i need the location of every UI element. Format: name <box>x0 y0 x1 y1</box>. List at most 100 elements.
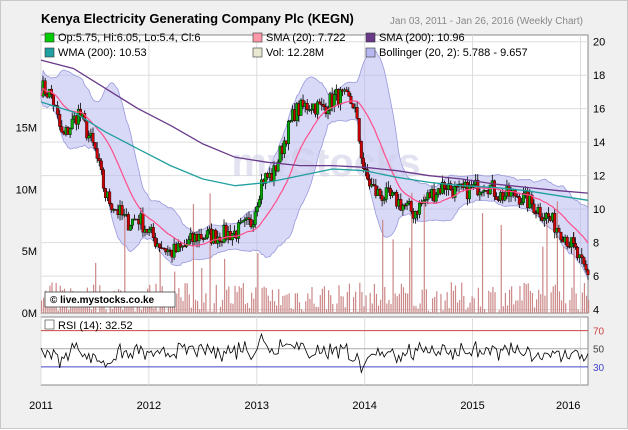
candle-body <box>379 189 382 195</box>
volume-bar <box>282 296 283 313</box>
candle-body <box>44 81 47 94</box>
volume-bar <box>293 309 294 313</box>
volume-bar <box>191 308 192 313</box>
volume-bar <box>469 303 470 313</box>
volume-bar <box>193 204 194 313</box>
volume-bar <box>453 291 454 313</box>
price-tick-label: 8 <box>593 238 599 250</box>
volume-bar <box>264 287 265 313</box>
volume-bar <box>178 288 179 313</box>
volume-bar <box>409 248 410 313</box>
legend-swatch <box>45 33 54 42</box>
volume-bar <box>280 305 281 313</box>
candle-body <box>495 197 498 200</box>
volume-bar <box>517 300 518 313</box>
candle-body <box>358 118 361 141</box>
candle-body <box>200 234 203 238</box>
volume-bar <box>222 300 223 313</box>
legend-text: Vol: 12.28M <box>266 47 324 59</box>
candle-body <box>148 229 151 232</box>
price-tick-label: 14 <box>593 137 605 149</box>
candle-body <box>88 136 91 138</box>
volume-bar <box>332 304 333 313</box>
volume-bar <box>176 294 177 313</box>
volume-bar <box>261 288 262 313</box>
volume-bar <box>351 312 352 313</box>
price-tick-label: 10 <box>593 204 605 216</box>
volume-bar <box>420 304 421 313</box>
volume-bar <box>241 288 242 313</box>
volume-bar <box>322 289 323 313</box>
legend-item: Op:5.75, Hi:6.05, Lo:5.4, Cl:6 <box>45 32 200 44</box>
volume-bar <box>212 312 213 313</box>
volume-bar <box>526 284 527 313</box>
volume-bar <box>386 304 387 313</box>
volume-bar <box>578 309 579 313</box>
volume-bar <box>538 290 539 313</box>
volume-bar <box>586 296 587 313</box>
volume-bar <box>368 312 369 313</box>
volume-bar <box>571 288 572 313</box>
volume-bar <box>444 300 445 313</box>
volume-bar <box>417 309 418 313</box>
volume-bar <box>501 225 502 313</box>
candle-body <box>60 127 63 133</box>
volume-tick-label: 0M <box>22 308 37 320</box>
candle-body <box>129 225 132 230</box>
candle-body <box>385 188 388 200</box>
volume-tick-label: 5M <box>22 246 37 258</box>
volume-bar <box>268 296 269 313</box>
volume-bar <box>463 296 464 313</box>
volume-bar <box>326 309 327 313</box>
volume-bar <box>484 309 485 313</box>
volume-bar <box>372 303 373 313</box>
candle-body <box>152 227 155 237</box>
candle-body <box>110 204 113 210</box>
candle-body <box>356 107 359 118</box>
volume-bar <box>430 312 431 313</box>
candle-body <box>187 240 190 245</box>
rsi-tick-label: 30 <box>593 363 605 374</box>
candle-body <box>587 270 590 275</box>
volume-bar <box>588 300 589 313</box>
volume-bar <box>546 221 547 313</box>
volume-bar <box>559 291 560 313</box>
volume-bar <box>291 308 292 313</box>
legend-text: WMA (200): 10.53 <box>58 47 147 59</box>
candle-body <box>558 228 561 232</box>
volume-bar <box>299 302 300 313</box>
volume-bar <box>513 304 514 313</box>
volume-bar <box>505 293 506 313</box>
legend-item: SMA (20): 7.722 <box>253 32 346 44</box>
candle-body <box>339 90 342 105</box>
volume-bar <box>209 193 210 313</box>
candle-body <box>566 237 569 246</box>
volume-bar <box>297 293 298 313</box>
price-tick-label: 20 <box>593 37 605 49</box>
volume-bar <box>474 298 475 313</box>
volume-bar <box>122 310 123 313</box>
volume-bar <box>324 286 325 313</box>
candle-body <box>102 170 105 189</box>
volume-bar <box>401 284 402 313</box>
volume-bar <box>507 305 508 313</box>
volume-bar <box>141 310 142 313</box>
candle-body <box>583 257 586 264</box>
candle-body <box>574 243 577 247</box>
volume-bar <box>563 246 564 313</box>
volume-bar <box>318 307 319 313</box>
volume-bar <box>220 307 221 313</box>
volume-bar <box>257 253 258 313</box>
candle-body <box>306 103 309 110</box>
candle-body <box>539 207 542 217</box>
candle-body <box>85 120 88 138</box>
candle-body <box>350 96 353 103</box>
price-tick-label: 18 <box>593 70 605 82</box>
candle-body <box>92 133 95 142</box>
volume-bar <box>584 283 585 313</box>
volume-bar <box>432 298 433 313</box>
volume-bar <box>511 286 512 313</box>
volume-bar <box>378 306 379 313</box>
